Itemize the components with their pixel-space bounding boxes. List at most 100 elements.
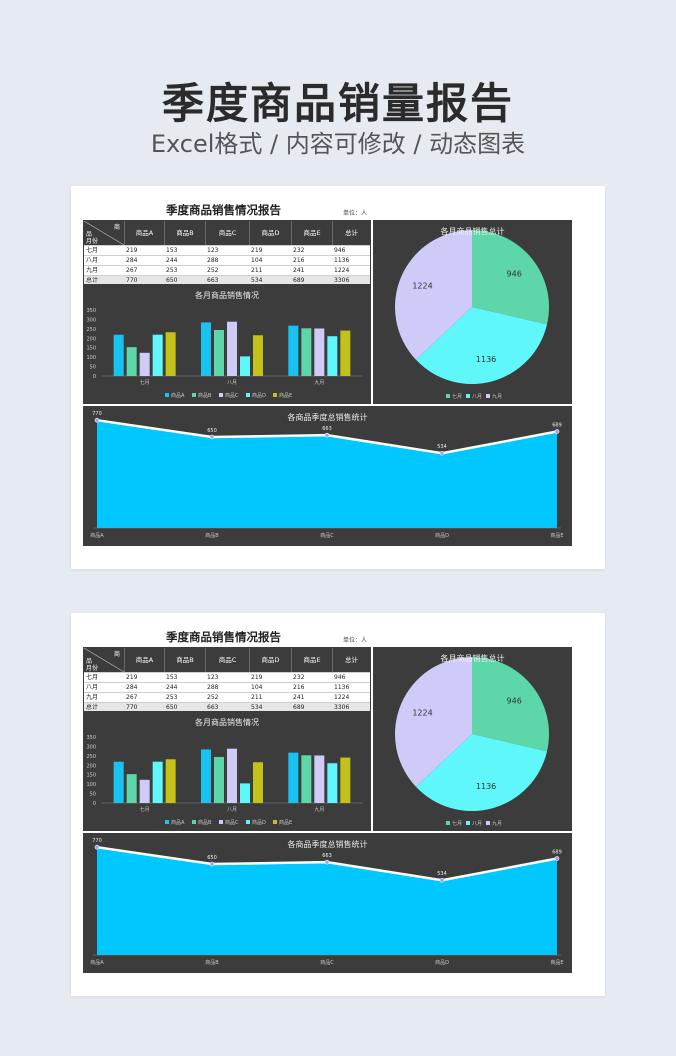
legend-label: 九月 <box>492 393 502 400</box>
bar-商品D <box>240 783 250 803</box>
legend-label: 八月 <box>472 821 482 827</box>
diagonal-header-cell: 商 品 月份 <box>84 221 124 245</box>
table-cell: 770 <box>126 277 138 284</box>
bar-商品C <box>227 321 237 376</box>
table-cell: 219 <box>126 674 138 681</box>
table-cell: 689 <box>293 277 305 284</box>
legend-label: 七月 <box>452 820 462 827</box>
y-tick-label: 200 <box>86 336 96 342</box>
x-tick-label: 商品A <box>90 532 104 539</box>
table-row: 九月 267 253 252 211 241 1224 <box>84 265 370 275</box>
data-point <box>439 877 445 883</box>
column-header: 总计 <box>332 648 370 672</box>
table-cell: 253 <box>166 267 178 274</box>
table-cell: 219 <box>251 674 263 681</box>
sheet-title: 季度商品销售情况报告 <box>166 203 281 217</box>
bar-商品A <box>113 761 124 803</box>
y-tick-label: 0 <box>93 801 96 807</box>
data-point <box>554 856 560 861</box>
pie-data-label: 1136 <box>476 355 496 364</box>
bar-商品C <box>139 352 150 376</box>
table-cell: 650 <box>166 704 178 711</box>
bar-商品A <box>113 334 124 376</box>
table-cell: 244 <box>166 684 178 691</box>
bar-商品A <box>201 749 211 803</box>
data-point <box>554 429 560 434</box>
table-cell: 1224 <box>334 267 350 274</box>
legend-label: 商品E <box>279 392 292 399</box>
diag-bot-label: 月份 <box>86 665 99 672</box>
diag-mid-label: 品 <box>86 231 93 238</box>
x-tick-label: 商品D <box>435 959 449 966</box>
table-cell: 284 <box>126 257 138 264</box>
bar-商品B <box>126 774 137 803</box>
bar-商品A <box>288 752 299 803</box>
x-tick-label: 商品E <box>550 959 563 966</box>
bar-商品A <box>288 325 299 376</box>
x-tick-label: 七月 <box>140 806 150 813</box>
table-cell: 3306 <box>334 277 350 284</box>
table-cell: 219 <box>126 247 138 254</box>
legend-label: 九月 <box>492 820 502 827</box>
legend-label: 商品C <box>225 392 239 399</box>
area-fill <box>97 847 557 955</box>
table-row: 八月 284 244 288 104 216 1136 <box>84 682 370 692</box>
bar-商品E <box>253 335 263 376</box>
bar-商品D <box>327 336 338 376</box>
sheet-preview-1: 季度商品销售情况报告 单位：人 商 品 月份 商品A 商品B 商品C 商品D 商品E 总计… <box>71 186 605 569</box>
data-label: 689 <box>552 423 562 429</box>
legend-label: 商品E <box>279 819 292 826</box>
data-label: 689 <box>552 850 562 856</box>
data-label: 770 <box>92 411 102 417</box>
area-chart-panel: 各商品季度总销售统计 770 650 663 534 689 商品A 商品B 商品C 商品D 商品… <box>83 833 572 973</box>
table-cell: 663 <box>207 704 219 711</box>
row-label: 总计 <box>86 277 99 284</box>
legend-swatch <box>466 821 470 825</box>
data-point <box>94 844 100 850</box>
x-tick-label: 九月 <box>314 806 324 813</box>
y-tick-label: 50 <box>90 365 96 371</box>
table-cell: 253 <box>166 694 178 701</box>
legend-swatch <box>219 393 223 397</box>
pie-data-label: 1224 <box>412 282 432 291</box>
y-tick-label: 350 <box>86 308 96 314</box>
data-point <box>209 861 215 867</box>
area-chart-panel: 各商品季度总销售统计 770 650 663 534 689 商品A 商品B 商品C 商品D 商品… <box>83 406 572 546</box>
area-chart-title: 各商品季度总销售统计 <box>287 840 368 849</box>
data-label: 650 <box>207 855 217 861</box>
row-label: 八月 <box>86 257 99 264</box>
table-cell: 232 <box>293 247 305 254</box>
table-cell: 1136 <box>334 684 350 691</box>
column-header: 商品C <box>205 221 249 245</box>
data-point <box>209 434 215 440</box>
legend-swatch <box>165 820 169 824</box>
bar-chart-panel: 各月商品销售情况 350 300 250 200 150 100 50 0 七月 八月 九月 商品A 商… <box>83 284 371 404</box>
table-cell: 252 <box>207 694 219 701</box>
table-cell: 153 <box>166 674 178 681</box>
bar-商品E <box>340 757 351 803</box>
bar-chart-title: 各月商品销售情况 <box>195 291 259 300</box>
y-tick-label: 350 <box>86 735 96 741</box>
bar-商品A <box>201 322 211 376</box>
unit-label: 单位：人 <box>343 637 368 644</box>
bar-商品E <box>340 330 351 376</box>
bar-商品B <box>301 755 312 803</box>
bar-商品D <box>240 356 250 376</box>
data-point <box>439 450 445 456</box>
pie-chart: 946 1136 1224 七月 八月 九月 <box>395 230 549 400</box>
header-title: 季度商品销量报告 <box>161 79 514 128</box>
table-cell: 288 <box>207 684 219 691</box>
legend-swatch <box>246 393 250 397</box>
legend-label: 七月 <box>452 393 462 400</box>
legend-label: 商品D <box>252 392 266 399</box>
column-header: 商品A <box>124 648 164 672</box>
table-cell: 104 <box>251 257 263 264</box>
x-tick-label: 七月 <box>140 379 150 386</box>
table-cell: 663 <box>207 277 219 284</box>
x-tick-label: 八月 <box>227 380 237 386</box>
legend-label: 商品A <box>171 392 185 399</box>
table-row: 七月 219 153 123 219 232 946 <box>84 245 370 255</box>
legend-swatch <box>273 820 277 824</box>
row-label: 七月 <box>86 674 99 681</box>
